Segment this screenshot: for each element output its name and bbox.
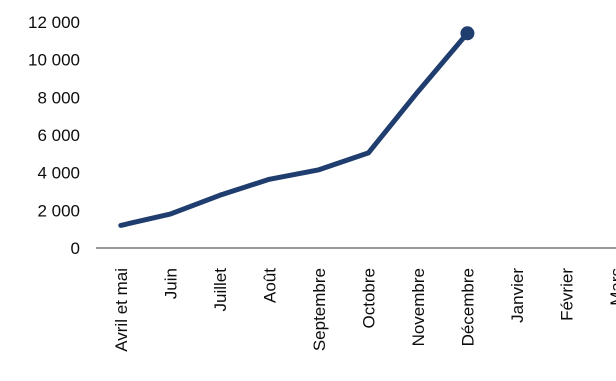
x-tick-label: Août	[260, 268, 279, 303]
x-tick-label: Juin	[161, 268, 180, 299]
y-tick-label: 12 000	[28, 13, 80, 32]
y-axis-ticks: 0 2 000 4 000 6 000 8 000 10 000 12 000	[28, 13, 80, 258]
x-tick-label: Novembre	[409, 268, 428, 346]
y-tick-label: 6 000	[37, 126, 80, 145]
y-tick-label: 10 000	[28, 51, 80, 70]
y-tick-label: 8 000	[37, 88, 80, 107]
y-tick-label: 0	[71, 239, 80, 258]
x-tick-label: Février	[557, 268, 576, 321]
x-tick-label: Juillet	[211, 268, 230, 312]
x-tick-label: Mars	[607, 268, 616, 306]
end-point-marker	[460, 26, 475, 41]
x-tick-label: Janvier	[508, 268, 527, 323]
x-tick-label: Avril et mai	[112, 268, 131, 352]
x-axis-ticks: Avril et mai Juin Juillet Août Septembre Octo…	[112, 268, 616, 352]
y-tick-label: 4 000	[37, 164, 80, 183]
y-tick-label: 2 000	[37, 201, 80, 220]
x-tick-label: Décembre	[458, 268, 477, 346]
x-tick-label: Septembre	[310, 268, 329, 351]
series-line	[118, 30, 470, 228]
x-tick-label: Octobre	[359, 268, 378, 328]
